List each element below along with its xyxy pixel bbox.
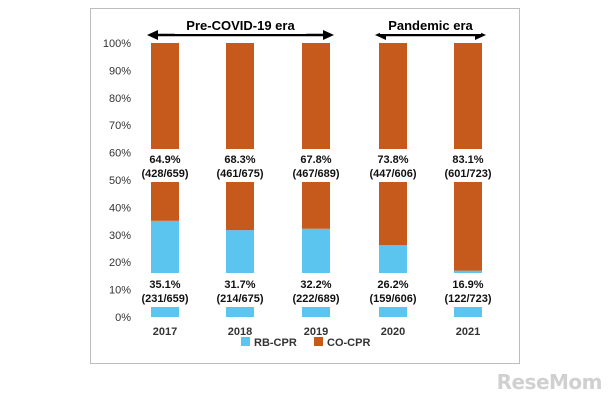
label-background — [132, 273, 198, 307]
y-tick-label: 30% — [109, 230, 131, 242]
label-background — [283, 273, 349, 307]
x-tick-label: 2019 — [304, 326, 328, 338]
data-label-rb-cpr-count: (214/675) — [216, 293, 263, 305]
resemom-logo: ReseMom — [496, 370, 603, 394]
data-label-rb-cpr-percent: 16.9% — [452, 279, 483, 291]
data-label-co-cpr-count: (447/606) — [369, 168, 416, 180]
y-tick-label: 60% — [109, 148, 131, 160]
legend-label-co-cpr: CO-CPR — [327, 337, 370, 349]
y-tick-label: 0% — [115, 312, 131, 324]
bar-co-cpr — [226, 43, 254, 231]
label-background — [360, 149, 426, 182]
data-label-co-cpr-count: (428/659) — [141, 168, 188, 180]
y-tick-label: 40% — [109, 202, 131, 214]
label-background — [360, 273, 426, 307]
era-label: Pandemic era — [388, 18, 473, 33]
data-label-rb-cpr-percent: 35.1% — [149, 279, 180, 291]
y-tick-label: 80% — [109, 93, 131, 105]
data-label-co-cpr-percent: 83.1% — [452, 154, 483, 166]
data-label-rb-cpr-percent: 31.7% — [224, 279, 255, 291]
data-label-co-cpr-count: (601/723) — [444, 168, 491, 180]
x-tick-label: 2021 — [456, 326, 480, 338]
y-tick-label: 100% — [103, 38, 131, 50]
legend-swatch-co-cpr — [314, 337, 323, 346]
x-tick-label: 2018 — [228, 326, 252, 338]
data-label-rb-cpr-percent: 26.2% — [377, 279, 408, 291]
data-label-rb-cpr-percent: 32.2% — [300, 279, 331, 291]
y-tick-label: 20% — [109, 257, 131, 269]
bar-co-cpr — [379, 43, 407, 246]
data-label-co-cpr-count: (467/689) — [292, 168, 339, 180]
data-label-rb-cpr-count: (122/723) — [444, 293, 491, 305]
label-background — [132, 149, 198, 182]
y-tick-label: 70% — [109, 120, 131, 132]
x-tick-label: 2020 — [381, 326, 405, 338]
legend-label-rb-cpr: RB-CPR — [254, 337, 297, 349]
label-background — [435, 273, 501, 307]
label-background — [207, 149, 273, 182]
data-label-rb-cpr-count: (222/689) — [292, 293, 339, 305]
data-label-co-cpr-percent: 68.3% — [224, 154, 255, 166]
label-background — [435, 149, 501, 182]
data-label-co-cpr-percent: 67.8% — [300, 154, 331, 166]
label-background — [207, 273, 273, 307]
arrow-head-right-icon — [323, 30, 334, 40]
arrow-head-left-icon — [147, 30, 158, 40]
era-label-background — [174, 17, 307, 34]
bar-co-cpr — [151, 43, 179, 221]
x-tick-label: 2017 — [153, 326, 177, 338]
stacked-bar-chart: 0% 10% 20% 30% 40% 50% 60% 70% 80% 90% 100% 2017 201… — [103, 17, 501, 349]
chart-frame: 0% 10% 20% 30% 40% 50% 60% 70% 80% 90% 100% 2017 201… — [90, 8, 520, 364]
data-label-co-cpr-count: (461/675) — [216, 168, 263, 180]
era-label-background — [379, 17, 482, 34]
y-tick-label: 90% — [109, 65, 131, 77]
data-label-co-cpr-percent: 64.9% — [149, 154, 180, 166]
legend-swatch-rb-cpr — [241, 337, 250, 346]
y-tick-label: 10% — [109, 285, 131, 297]
data-label-co-cpr-percent: 73.8% — [377, 154, 408, 166]
y-tick-label: 50% — [109, 175, 131, 187]
data-label-rb-cpr-count: (159/606) — [369, 293, 416, 305]
data-label-rb-cpr-count: (231/659) — [141, 293, 188, 305]
era-label: Pre-COVID-19 era — [186, 18, 295, 33]
bar-co-cpr — [302, 43, 330, 229]
label-background — [283, 149, 349, 182]
